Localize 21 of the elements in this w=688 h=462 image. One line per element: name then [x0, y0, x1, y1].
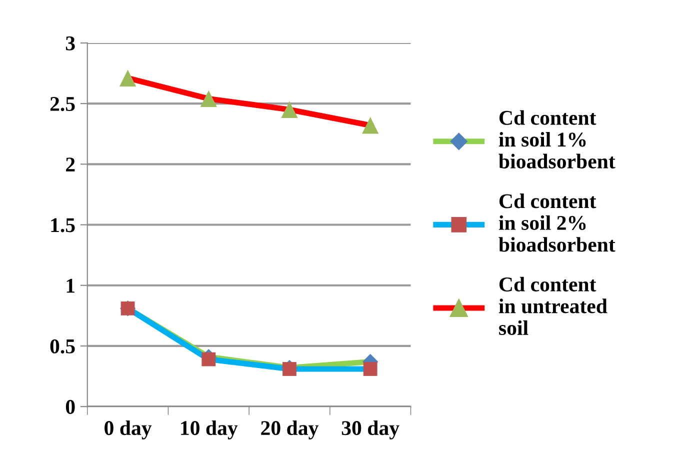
y-tick-label: 2: [66, 158, 75, 172]
y-tick-label: 3: [66, 36, 75, 50]
y-tick-label: 0: [66, 400, 75, 414]
y-tick-label: 2.5: [50, 97, 75, 112]
legend-label: Cd content in untreated soil: [498, 276, 608, 336]
y-tick-label: 0.5: [50, 339, 75, 354]
legend-label: Cd content in soil 2% bioadsorbent: [498, 194, 616, 252]
point: [363, 362, 378, 376]
x-tick-label: 30 day: [342, 420, 400, 440]
point: [200, 90, 217, 108]
y-tick-label: 1.5: [51, 218, 75, 232]
legend-label: Cd content in soil 1% bioadsorbent: [498, 110, 616, 168]
point: [119, 70, 136, 86]
y-tick-label: 1: [66, 278, 74, 293]
point: [281, 101, 298, 118]
x-tick-label: 20 day: [261, 420, 319, 440]
point: [282, 362, 296, 376]
point: [202, 352, 216, 366]
x-tick-label: 10 day: [181, 420, 238, 440]
x-tick-label: 0 day: [104, 420, 152, 440]
point: [362, 117, 379, 134]
